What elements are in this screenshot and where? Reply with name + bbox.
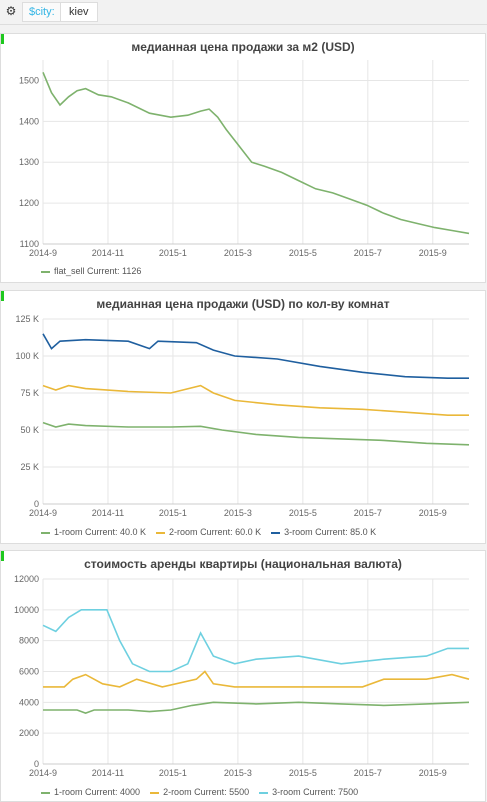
legend-series-name: flat_sell [54, 266, 88, 276]
y-tick-label: 10000 [14, 605, 39, 615]
x-tick-label: 2014-11 [92, 768, 124, 778]
panel-title[interactable]: медианная цена продажи (USD) по кол-ву к… [96, 297, 390, 311]
y-tick-label: 2000 [19, 728, 39, 738]
x-tick-label: 2015-7 [354, 768, 382, 778]
legend-swatch [271, 531, 281, 534]
legend-current-value: Current: 4000 [85, 787, 141, 797]
gear-icon[interactable]: ⚙ [5, 4, 17, 18]
x-tick-label: 2015-1 [159, 768, 187, 778]
y-tick-label: 12000 [14, 574, 39, 584]
y-tick-label: 100 K [15, 351, 39, 361]
x-tick-label: 2015-5 [289, 508, 317, 518]
x-tick-label: 2014-9 [29, 508, 57, 518]
legend-item-2-room[interactable]: 2-room Current: 5500 [150, 787, 249, 797]
legend-swatch [150, 791, 160, 794]
legend-item-3-room[interactable]: 3-room Current: 85.0 K [271, 527, 376, 537]
x-tick-label: 2015-9 [419, 248, 447, 258]
legend-item-3-room[interactable]: 3-room Current: 7500 [259, 787, 358, 797]
y-tick-label: 0 [34, 759, 39, 769]
y-tick-label: 1200 [19, 198, 39, 208]
panel-accent [1, 291, 4, 301]
y-tick-label: 4000 [19, 697, 39, 707]
y-tick-label: 50 K [20, 425, 39, 435]
series-line-1-room [43, 701, 470, 714]
series-line-3-room [42, 609, 469, 673]
series-line-2-room [42, 384, 469, 416]
series-line-3-room [42, 333, 469, 379]
legend-series-name: 2-room [169, 527, 201, 537]
y-tick-label: 1300 [19, 157, 39, 167]
x-tick-label: 2015-1 [159, 508, 187, 518]
legend-current-value: Current: 85.0 K [315, 527, 377, 537]
city-variable-label: $city: [22, 2, 62, 22]
y-tick-label: 1400 [19, 116, 39, 126]
panel-accent [1, 551, 4, 561]
legend-swatch [41, 531, 50, 534]
x-tick-label: 2015-1 [159, 248, 187, 258]
legend-series-name: 3-room [284, 527, 316, 537]
panel-price-by-rooms: медианная цена продажи (USD) по кол-ву к… [0, 290, 486, 544]
x-tick-label: 2014-9 [29, 248, 57, 258]
legend-item-1-room[interactable]: 1-room Current: 40.0 K [41, 527, 146, 537]
x-tick-label: 2015-3 [224, 248, 252, 258]
legend-series-name: 1-room [54, 787, 86, 797]
legend-series-name: 2-room [163, 787, 195, 797]
x-tick-label: 2014-11 [92, 508, 124, 518]
legend-current-value: Current: 1126 [87, 266, 142, 276]
x-tick-label: 2015-9 [419, 768, 447, 778]
x-tick-label: 2015-5 [289, 768, 317, 778]
panel-price-per-m2: медианная цена продажи за м2 (USD) 1100 1… [0, 33, 486, 283]
chart-legend: 1-room Current: 40.0 K 2-room Current: 60… [41, 527, 386, 537]
legend-current-value: Current: 5500 [194, 787, 250, 797]
dashboard-toolbar: ⚙ $city: kiev [0, 0, 487, 25]
y-tick-label: 6000 [19, 667, 39, 677]
y-tick-label: 125 K [15, 314, 39, 324]
legend-series-name: 1-room [54, 527, 86, 537]
legend-swatch [259, 791, 269, 794]
panel-accent [1, 34, 4, 44]
city-variable-select[interactable]: kiev [60, 2, 98, 22]
x-tick-label: 2014-9 [29, 768, 57, 778]
legend-swatch [41, 270, 50, 273]
x-tick-label: 2015-5 [289, 248, 317, 258]
legend-swatch [41, 791, 50, 794]
legend-item-flat_sell[interactable]: flat_sell Current: 1126 [41, 266, 141, 276]
x-tick-label: 2015-7 [354, 248, 382, 258]
chart-price-by-rooms: 0 25 K 50 K 75 K 100 K 125 K 2014-9 2014-11 2015… [15, 314, 470, 518]
x-tick-label: 2015-7 [354, 508, 382, 518]
y-tick-label: 1500 [19, 75, 39, 85]
x-tick-label: 2015-3 [224, 508, 252, 518]
y-tick-label: 0 [34, 499, 39, 509]
legend-current-value: Current: 7500 [303, 787, 359, 797]
legend-current-value: Current: 40.0 K [85, 527, 147, 537]
y-tick-label: 75 K [20, 388, 39, 398]
chart-rent-price: 0 2000 4000 6000 8000 10000 12000 2014-9 2014-11… [14, 574, 470, 778]
y-tick-label: 25 K [20, 462, 39, 472]
x-tick-label: 2015-9 [419, 508, 447, 518]
legend-series-name: 3-room [272, 787, 304, 797]
chart-legend: flat_sell Current: 1126 [41, 266, 151, 276]
series-line-2-room [43, 670, 470, 688]
series-line-flat_sell [42, 71, 470, 235]
x-tick-label: 2015-3 [224, 768, 252, 778]
legend-item-2-room[interactable]: 2-room Current: 60.0 K [156, 527, 261, 537]
chart-price-per-m2: 1100 1200 1300 1400 1500 2014-9 2014-11 2015-1 2… [19, 60, 470, 258]
legend-item-1-room[interactable]: 1-room Current: 4000 [41, 787, 140, 797]
x-tick-label: 2014-11 [92, 248, 124, 258]
chart-legend: 1-room Current: 4000 2-room Current: 5500… [41, 787, 368, 797]
panel-rent-price: стоимость аренды квартиры (национальная … [0, 550, 486, 802]
panel-title[interactable]: стоимость аренды квартиры (национальная … [84, 557, 402, 571]
panel-title[interactable]: медианная цена продажи за м2 (USD) [131, 40, 355, 54]
series-line-1-room [42, 421, 470, 446]
y-tick-label: 1100 [20, 239, 39, 249]
y-tick-label: 8000 [19, 636, 39, 646]
legend-current-value: Current: 60.0 K [200, 527, 262, 537]
legend-swatch [156, 531, 166, 534]
